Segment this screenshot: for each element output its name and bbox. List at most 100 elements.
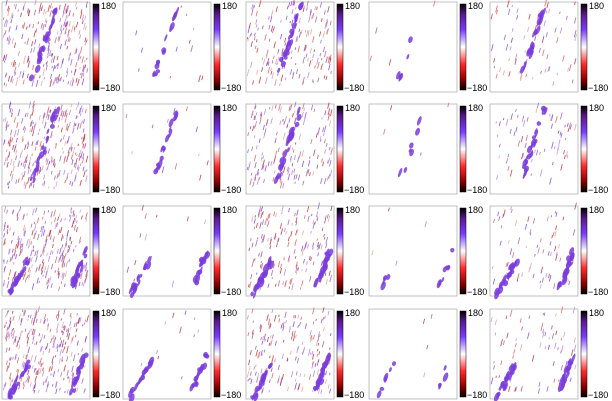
streak: [567, 261, 571, 266]
speckle: [63, 326, 66, 331]
speckle: [57, 272, 61, 279]
speckle: [252, 181, 255, 187]
speckle: [280, 228, 284, 235]
speckle: [247, 284, 250, 288]
phase-map: [122, 205, 212, 298]
speckle: [294, 239, 297, 247]
speckle: [536, 102, 540, 109]
speckle: [505, 43, 509, 51]
speckle: [82, 377, 84, 382]
speckle: [36, 217, 40, 224]
speckle: [34, 311, 38, 319]
streak: [83, 253, 88, 259]
speckle: [268, 390, 270, 393]
speckle: [69, 214, 71, 217]
speckle: [260, 337, 262, 341]
streak: [529, 43, 535, 53]
speckle: [515, 386, 518, 390]
speckle: [329, 109, 333, 117]
colorbar-min-label: −180: [588, 83, 608, 93]
speckle: [42, 8, 46, 15]
speckle: [503, 34, 506, 41]
speckle: [42, 381, 45, 386]
speckle: [67, 135, 70, 143]
speckle: [274, 137, 277, 144]
speckle: [16, 242, 19, 249]
colorbar-max-label: 180: [345, 308, 360, 318]
speckle: [70, 169, 73, 175]
speckle: [47, 114, 50, 117]
streak: [525, 160, 529, 166]
speckle: [53, 162, 55, 165]
speckle: [260, 368, 263, 374]
speckle: [312, 36, 315, 43]
speckle: [20, 376, 23, 382]
speckle: [70, 25, 74, 33]
speckle: [8, 269, 12, 276]
speckle: [309, 335, 313, 343]
speckle: [557, 243, 560, 249]
streak: [391, 361, 397, 367]
speckle: [77, 143, 79, 147]
map-frame: [489, 103, 579, 195]
speckle: [316, 6, 318, 11]
speckle: [564, 137, 567, 141]
streak: [571, 353, 576, 363]
speckle: [314, 362, 317, 368]
speckle: [32, 385, 35, 391]
speckle: [27, 314, 30, 318]
speckle: [260, 113, 263, 119]
speckle: [60, 281, 63, 285]
speckle: [305, 268, 308, 273]
speckle: [83, 134, 86, 140]
streak: [267, 263, 272, 271]
speckle: [70, 209, 72, 214]
streak: [34, 64, 41, 73]
speckle: [298, 31, 302, 38]
speckle: [525, 134, 528, 141]
speckle: [256, 178, 260, 185]
speckle: [255, 112, 258, 116]
speckle: [327, 160, 329, 164]
speckle: [555, 212, 558, 217]
speckle: [500, 339, 503, 347]
speckle: [495, 121, 497, 124]
speckle: [9, 144, 11, 147]
speckle: [26, 154, 29, 160]
speckle: [326, 213, 329, 219]
speckle: [67, 37, 70, 42]
speckle: [329, 333, 332, 337]
speckle: [8, 38, 11, 45]
colorbar: [92, 310, 100, 398]
speckle: [64, 341, 67, 345]
speckle: [12, 315, 15, 321]
speckle: [51, 356, 54, 363]
speckle: [84, 143, 87, 149]
speckle: [32, 65, 35, 71]
streak: [32, 177, 36, 184]
speckle: [56, 62, 60, 70]
speckle: [282, 151, 284, 155]
speckle: [312, 334, 315, 340]
speckle: [316, 238, 318, 241]
speckle: [256, 272, 258, 275]
speckle: [78, 107, 82, 114]
speckle: [83, 170, 86, 178]
speckle: [77, 52, 80, 59]
speckle: [502, 340, 505, 346]
speckle: [61, 59, 64, 63]
speckle: [75, 48, 78, 54]
speckle: [308, 60, 312, 67]
speckle: [249, 371, 252, 376]
speckle: [23, 231, 26, 236]
speckle: [55, 77, 58, 82]
speckle: [330, 70, 332, 75]
speckle: [185, 13, 188, 17]
speckle: [254, 258, 256, 262]
speckle: [17, 9, 19, 12]
speckle: [270, 67, 272, 71]
speckle: [71, 336, 74, 342]
speckle: [566, 122, 569, 128]
speckle: [31, 41, 34, 47]
speckle: [57, 216, 60, 221]
